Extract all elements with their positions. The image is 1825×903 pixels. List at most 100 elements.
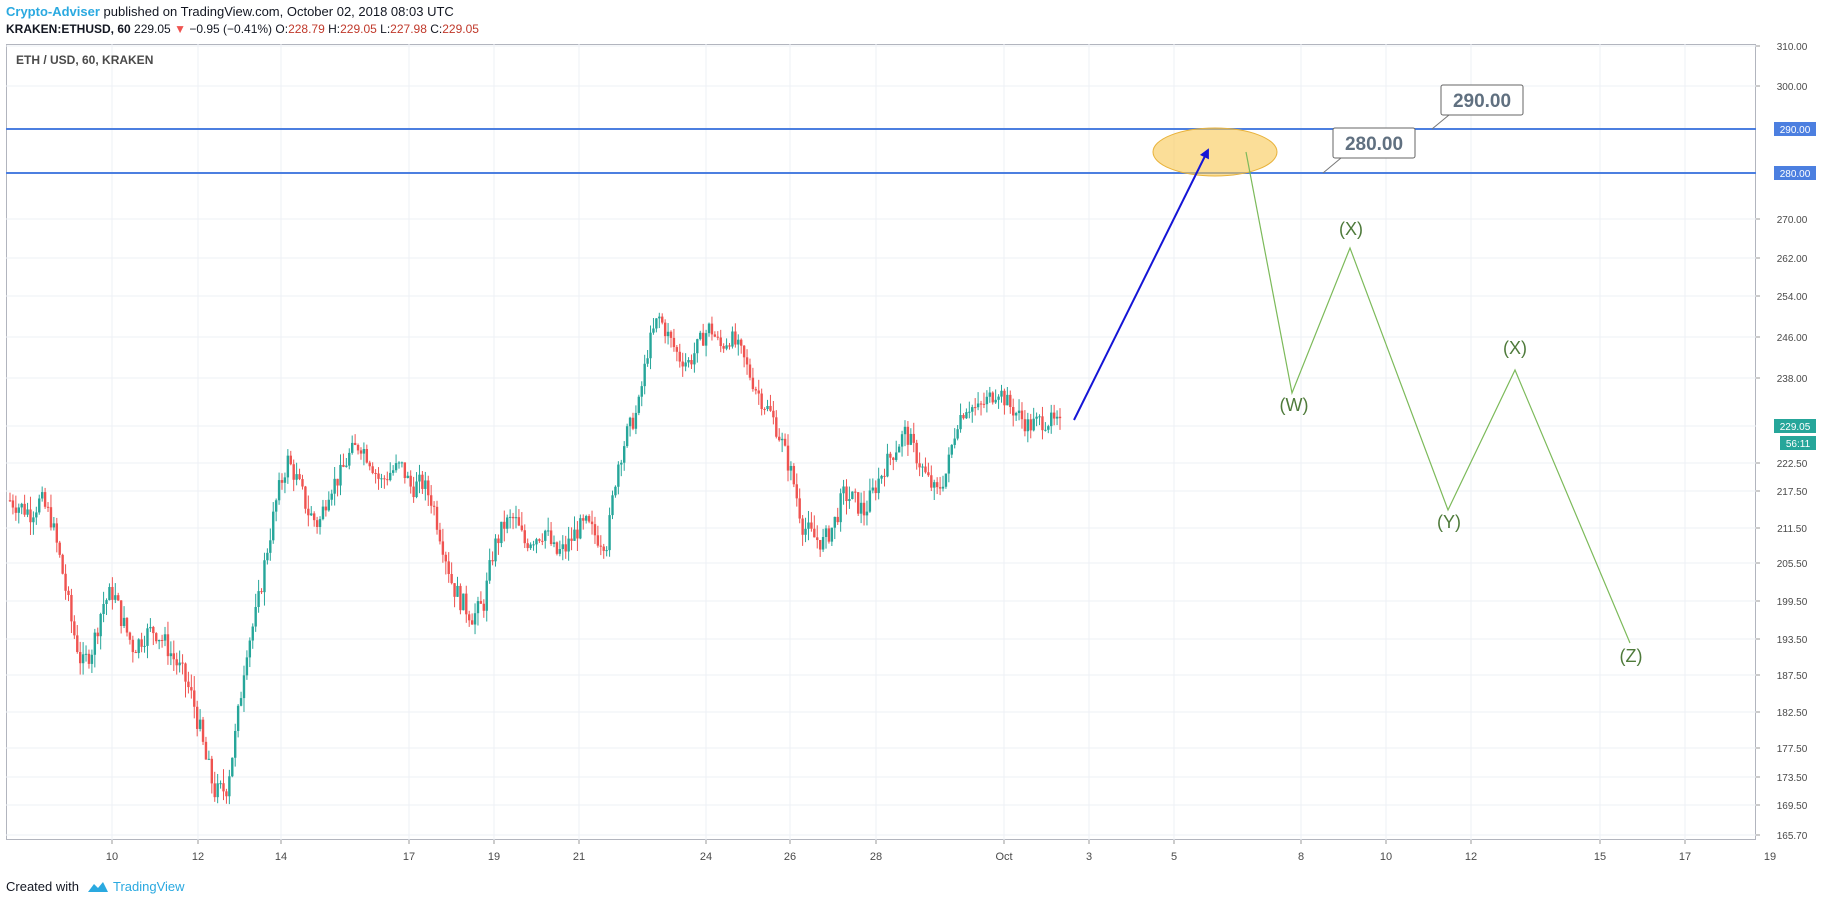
candle-body: [292, 464, 295, 480]
candle-body: [473, 613, 477, 625]
price-tick-label: 290.00: [1780, 125, 1811, 136]
time-tick-label: 12: [192, 851, 204, 863]
candle-body: [157, 639, 161, 642]
candle-body: [307, 508, 310, 516]
candle-body: [152, 626, 155, 634]
candle-body: [561, 544, 564, 550]
candle-body: [365, 449, 369, 463]
candle-body: [102, 603, 105, 614]
candle-body: [941, 486, 945, 489]
candle-body: [339, 464, 342, 486]
price-chart[interactable]: (W) (X) (Y) (X) (Z) 290.00 280.00 165.70 169.50…: [0, 0, 1825, 870]
candle-body: [953, 438, 956, 445]
author-link[interactable]: Crypto-Adviser: [6, 4, 100, 19]
candle-body: [70, 594, 73, 622]
candle-body: [362, 449, 366, 454]
candle-body: [312, 513, 316, 521]
candle-body: [1003, 390, 1006, 406]
candle-body: [11, 500, 15, 508]
time-tick-label: Oct: [995, 851, 1012, 863]
candle-body: [757, 390, 760, 394]
callout-pointer: [1322, 157, 1342, 174]
candle-body: [517, 517, 521, 526]
candle-body: [725, 345, 728, 349]
candle-body: [345, 465, 348, 467]
candle-body: [669, 331, 673, 338]
candle-body: [754, 389, 758, 391]
candle-body: [605, 550, 608, 552]
tradingview-link[interactable]: TradingView: [112, 879, 185, 894]
candle-body: [73, 621, 76, 636]
candle-body: [23, 503, 26, 515]
chart-frame[interactable]: [6, 44, 1756, 840]
candle-body: [400, 462, 404, 464]
time-axis: 10 12 14 17 19 21 24 26 28 Oct 3 5 8 10 12 15 17 19: [106, 840, 1776, 863]
candle-body: [242, 675, 246, 699]
candle-body: [29, 509, 32, 523]
candle-body: [479, 601, 483, 604]
candle-body: [634, 412, 638, 429]
candle-body: [599, 545, 603, 547]
candle-body: [620, 462, 623, 465]
candle-body: [453, 583, 456, 597]
candle-body: [947, 454, 951, 474]
candle-body: [394, 463, 398, 471]
close-label: C:: [430, 22, 443, 36]
candle-body: [924, 466, 927, 473]
level-price-badge: [1774, 166, 1816, 180]
candle-body: [406, 475, 409, 479]
candle-body: [552, 542, 556, 545]
candle-body: [239, 698, 243, 706]
candle-body: [856, 492, 860, 514]
price-tick-label: 217.50: [1777, 487, 1808, 498]
candle-body: [111, 587, 114, 600]
candle-body: [786, 445, 790, 471]
candle-body: [447, 561, 450, 575]
candle-body: [555, 542, 559, 554]
candle-body: [593, 524, 597, 536]
candle-body: [886, 453, 889, 477]
candle-body: [956, 429, 959, 439]
candle-body: [833, 516, 836, 528]
candle-body: [280, 480, 284, 483]
candle-body: [266, 552, 269, 561]
candle-body: [789, 465, 793, 471]
candle-body: [441, 541, 445, 555]
candle-body: [862, 502, 866, 516]
candle-body: [456, 585, 459, 597]
candle-body: [704, 333, 708, 346]
price-tick-label: 280.00: [1780, 169, 1811, 180]
candle-body: [801, 518, 804, 535]
chart-grid: [6, 44, 1756, 840]
candle-body: [532, 544, 535, 546]
candle-body: [889, 453, 892, 458]
candle-body: [257, 591, 260, 608]
countdown-label: 56:11: [1786, 439, 1811, 450]
candle-body: [87, 653, 91, 664]
candle-body: [842, 486, 845, 494]
candle-body: [713, 334, 717, 337]
candle-body: [701, 332, 705, 346]
candle-body: [839, 493, 842, 523]
high-value: 229.05: [340, 22, 377, 36]
candle-body: [143, 645, 146, 647]
candle-body: [403, 462, 407, 479]
candle-body: [813, 528, 816, 538]
candle-body: [219, 783, 222, 785]
tradingview-logo-icon[interactable]: [87, 880, 109, 894]
candle-body: [467, 614, 471, 621]
candle-body: [836, 516, 839, 523]
candle-body: [429, 495, 433, 506]
candle-body: [511, 516, 515, 519]
candle-body: [248, 640, 252, 658]
candle-body: [304, 486, 307, 509]
candle-body: [251, 626, 254, 641]
candle-body: [149, 626, 152, 629]
candle-body: [821, 536, 825, 550]
candle-body: [424, 480, 427, 489]
wave-label: (Z): [1620, 646, 1643, 666]
candle-body: [658, 316, 661, 319]
candle-body: [163, 634, 167, 641]
candle-body: [491, 560, 494, 562]
candle-body: [1017, 410, 1021, 414]
